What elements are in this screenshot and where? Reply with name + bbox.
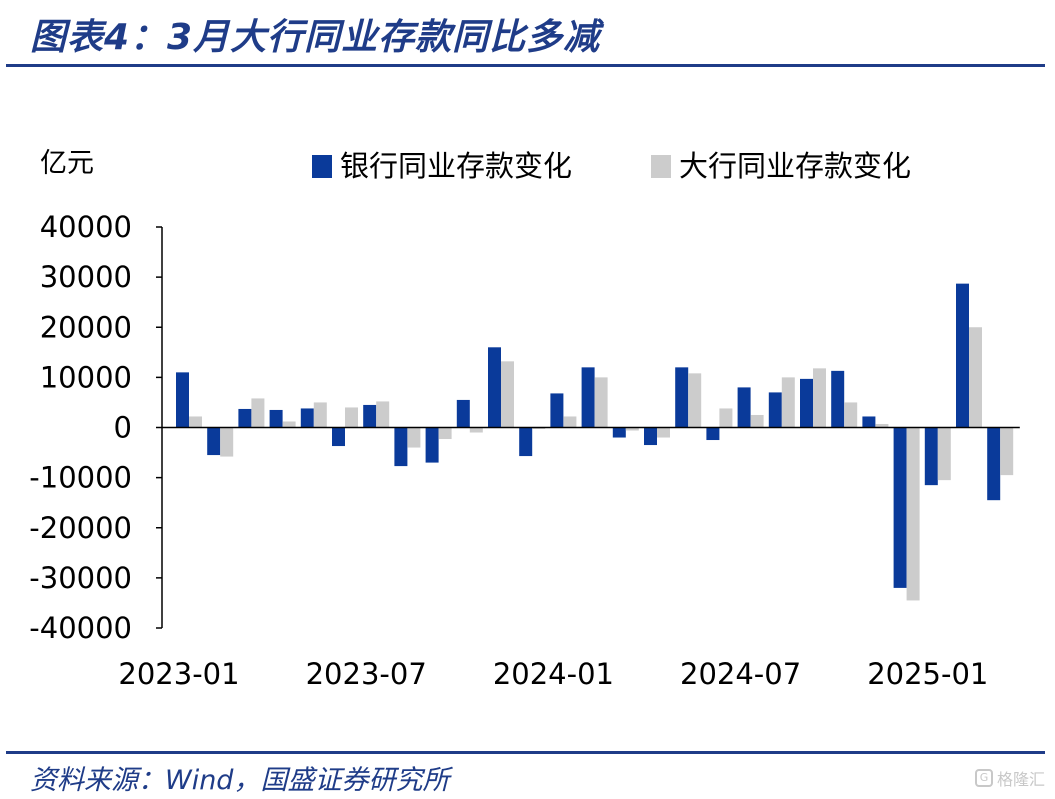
bar-bigbank-2024-08 bbox=[781, 377, 795, 428]
bar-bigbank-2023-09 bbox=[438, 427, 452, 440]
bar-bigbank-2024-04 bbox=[657, 427, 670, 438]
bar-bank-2024-07 bbox=[737, 387, 751, 428]
y-tick-label: -30000 bbox=[29, 561, 132, 595]
bar-bank-2024-12 bbox=[893, 427, 907, 588]
top-divider bbox=[6, 64, 1045, 67]
y-unit-label: 亿元 bbox=[40, 148, 94, 179]
bar-bigbank-2024-02 bbox=[594, 377, 608, 428]
legend-swatch-bank bbox=[312, 155, 332, 178]
source-note: 资料来源：Wind，国盛证券研究所 bbox=[30, 765, 450, 796]
bar-bank-2023-01 bbox=[176, 372, 189, 428]
bar-bigbank-2023-03 bbox=[251, 398, 265, 428]
bar-bigbank-2024-06 bbox=[719, 408, 733, 428]
bar-bigbank-2024-11 bbox=[875, 423, 889, 428]
bar-bigbank-2023-08 bbox=[407, 427, 421, 448]
bar-bigbank-2023-06 bbox=[345, 407, 358, 428]
y-tick-label: -40000 bbox=[29, 611, 132, 645]
bar-bank-2024-04 bbox=[644, 427, 657, 446]
bar-bigbank-2023-07 bbox=[376, 401, 390, 428]
bar-bigbank-2023-05 bbox=[313, 402, 327, 428]
legend-label-bigbank: 大行同业存款变化 bbox=[679, 149, 911, 183]
bar-bank-2023-04 bbox=[269, 409, 283, 428]
bar-bank-2023-11 bbox=[488, 347, 501, 428]
bar-bank-2024-02 bbox=[581, 367, 595, 428]
legend-label-bank: 银行同业存款变化 bbox=[340, 149, 572, 183]
bar-bank-2025-02 bbox=[956, 283, 969, 428]
bar-bank-2025-01 bbox=[924, 427, 938, 486]
bar-bank-2023-05 bbox=[300, 408, 314, 428]
bar-bigbank-2025-02 bbox=[969, 327, 982, 428]
bar-bigbank-2023-12 bbox=[532, 427, 546, 430]
bar-bigbank-2023-04 bbox=[282, 421, 296, 428]
y-tick-label: -20000 bbox=[29, 511, 132, 545]
y-tick-label: 0 bbox=[114, 411, 132, 445]
bar-bigbank-2024-12 bbox=[906, 427, 920, 601]
bar-bigbank-2025-01 bbox=[937, 427, 951, 481]
bar-bigbank-2024-05 bbox=[688, 373, 702, 428]
bar-bank-2023-07 bbox=[363, 404, 377, 428]
y-tick-label: 10000 bbox=[40, 360, 132, 394]
bar-bank-2024-11 bbox=[862, 416, 876, 428]
y-tick-label: 20000 bbox=[40, 310, 132, 344]
bar-bank-2023-10 bbox=[456, 399, 470, 428]
y-tick-label: 30000 bbox=[40, 260, 132, 294]
x-tick-label: 2025-01 bbox=[867, 657, 988, 691]
y-tick-label: 40000 bbox=[40, 210, 132, 244]
x-tick-label: 2024-01 bbox=[493, 657, 614, 691]
y-tick-label: -10000 bbox=[29, 461, 132, 495]
bar-bigbank-2024-01 bbox=[563, 416, 577, 428]
bar-bigbank-2025-03 bbox=[1000, 427, 1014, 476]
watermark-text: 格隆汇 bbox=[996, 770, 1045, 789]
bar-bigbank-2024-07 bbox=[750, 414, 764, 428]
bar-bank-2024-06 bbox=[706, 427, 720, 441]
x-tick-label: 2023-07 bbox=[306, 657, 427, 691]
bar-bank-2024-01 bbox=[550, 393, 564, 428]
bar-bank-2024-09 bbox=[800, 378, 813, 428]
watermark: G 格隆汇 bbox=[974, 766, 1045, 790]
bar-bank-2023-12 bbox=[519, 427, 533, 457]
bar-chart: 40000 30000 20000 10000 0 -10000 -20000 -30000 -… bbox=[29, 148, 1020, 691]
bar-bank-2023-03 bbox=[238, 408, 252, 428]
bar-bigbank-2023-10 bbox=[469, 427, 483, 433]
bar-bank-2024-05 bbox=[675, 367, 689, 428]
bar-bank-2023-09 bbox=[425, 427, 439, 463]
bar-bank-2025-03 bbox=[987, 427, 1001, 501]
bar-bigbank-2024-09 bbox=[813, 368, 826, 428]
bar-bigbank-2023-02 bbox=[220, 427, 234, 457]
bar-bank-2023-02 bbox=[207, 427, 221, 456]
x-tick-label: 2024-07 bbox=[680, 657, 801, 691]
bar-bigbank-2023-01 bbox=[189, 416, 202, 428]
bottom-divider bbox=[6, 751, 1045, 754]
bar-bigbank-2024-03 bbox=[625, 427, 639, 431]
bar-bigbank-2024-10 bbox=[844, 402, 858, 428]
chart-title: 图表4：3月大行同业存款同比多减 bbox=[30, 17, 601, 58]
bar-bigbank-2023-11 bbox=[501, 361, 514, 428]
watermark-logo-icon: G bbox=[974, 769, 993, 787]
bar-bank-2024-03 bbox=[612, 427, 626, 438]
bar-bank-2023-06 bbox=[332, 427, 345, 447]
legend-swatch-bigbank bbox=[651, 155, 671, 178]
bar-bank-2024-10 bbox=[831, 370, 845, 428]
bar-bank-2023-08 bbox=[394, 427, 408, 467]
x-tick-label: 2023-01 bbox=[118, 657, 239, 691]
bar-bank-2024-08 bbox=[768, 392, 782, 428]
